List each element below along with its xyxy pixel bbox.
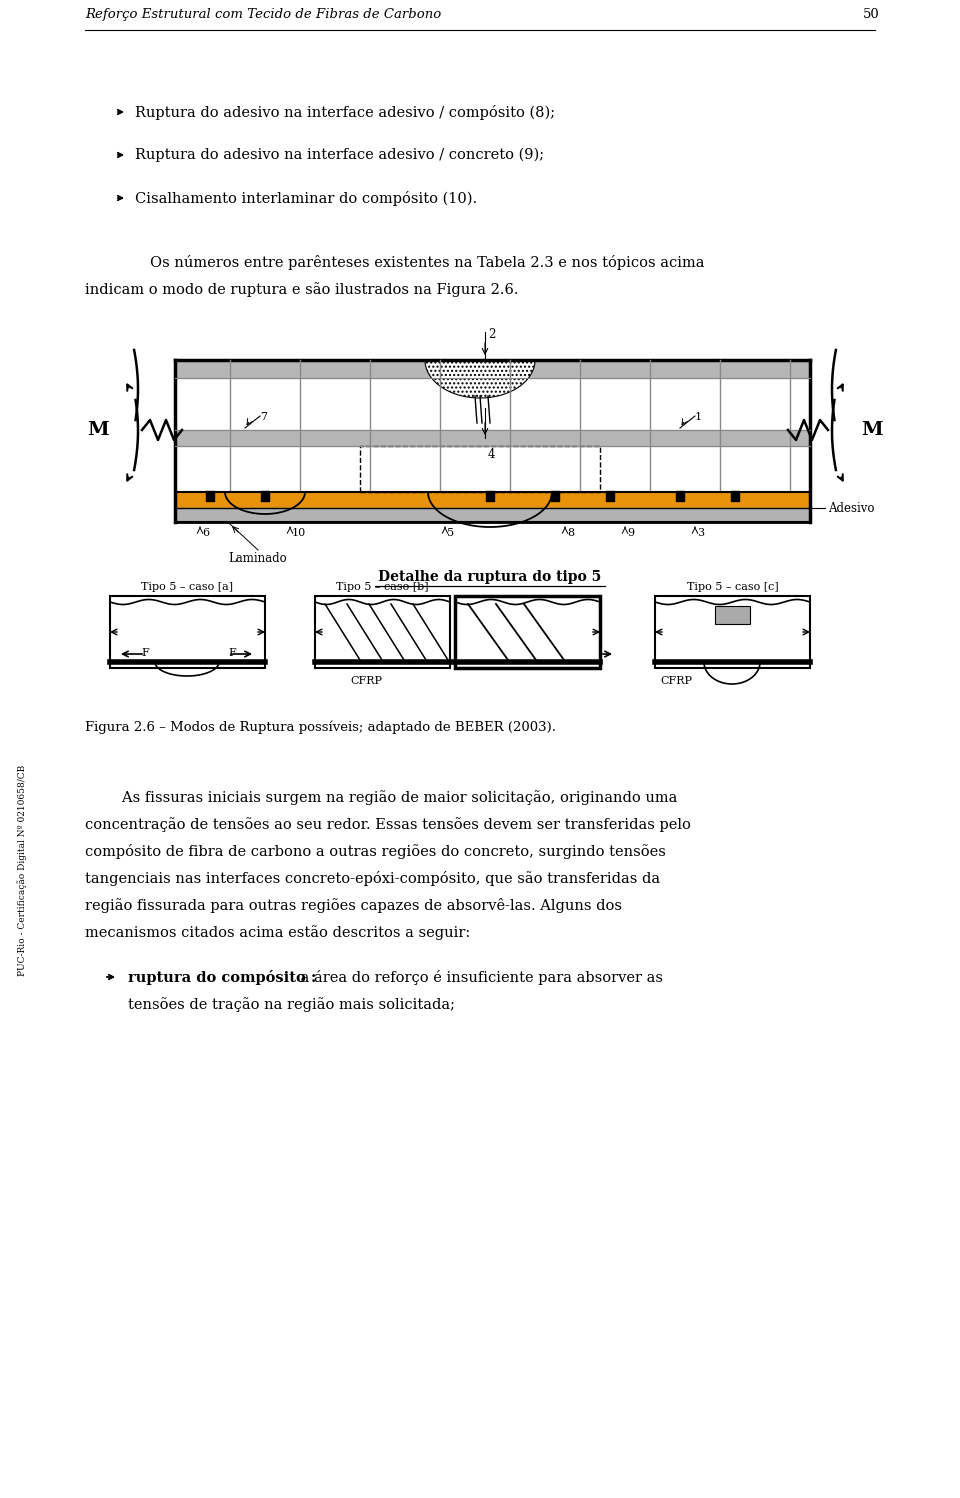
Text: Cisalhamento interlaminar do compósito (10).: Cisalhamento interlaminar do compósito (… — [135, 192, 477, 207]
Text: Detalhe da ruptura do tipo 5: Detalhe da ruptura do tipo 5 — [378, 571, 602, 584]
Bar — [715, 607, 750, 625]
Text: 7: 7 — [260, 412, 267, 422]
Text: 6: 6 — [202, 527, 209, 538]
Bar — [455, 596, 600, 668]
Text: F: F — [141, 649, 149, 658]
Bar — [315, 596, 450, 668]
Text: CFRP: CFRP — [350, 676, 382, 686]
Text: Reforço Estrutural com Tecido de Fibras de Carbono: Reforço Estrutural com Tecido de Fibras … — [85, 7, 442, 21]
Text: Laminado: Laminado — [228, 551, 287, 565]
Text: CFRP: CFRP — [660, 676, 692, 686]
Text: tangenciais nas interfaces concreto-epóxi-compósito, que são transferidas da: tangenciais nas interfaces concreto-epóx… — [85, 870, 660, 885]
Bar — [655, 596, 810, 668]
Text: 10: 10 — [292, 527, 306, 538]
Bar — [360, 446, 600, 491]
Text: a área do reforço é insuficiente para absorver as: a área do reforço é insuficiente para ab… — [296, 971, 663, 986]
Text: 5: 5 — [447, 527, 454, 538]
Text: M: M — [861, 421, 883, 439]
Text: Ruptura do adesivo na interface adesivo / compósito (8);: Ruptura do adesivo na interface adesivo … — [135, 105, 555, 120]
Text: 9: 9 — [627, 527, 635, 538]
Text: Tipo 5 – caso [c]: Tipo 5 – caso [c] — [686, 583, 779, 592]
Polygon shape — [425, 360, 535, 398]
Text: As fissuras iniciais surgem na região de maior solicitação, originando uma: As fissuras iniciais surgem na região de… — [85, 789, 678, 804]
Text: mecanismos citados acima estão descritos a seguir:: mecanismos citados acima estão descritos… — [85, 924, 470, 939]
Text: Ruptura do adesivo na interface adesivo / concreto (9);: Ruptura do adesivo na interface adesivo … — [135, 148, 544, 162]
Text: Figura 2.6 – Modos de Ruptura possíveis; adaptado de BEBER (2003).: Figura 2.6 – Modos de Ruptura possíveis;… — [85, 721, 556, 734]
Bar — [110, 596, 265, 668]
Text: indicam o modo de ruptura e são ilustrados na Figura 2.6.: indicam o modo de ruptura e são ilustrad… — [85, 282, 518, 297]
Text: F: F — [228, 649, 236, 658]
Text: 3: 3 — [697, 527, 704, 538]
Text: compósito de fibra de carbono a outras regiões do concreto, surgindo tensões: compósito de fibra de carbono a outras r… — [85, 843, 666, 858]
Text: 8: 8 — [567, 527, 574, 538]
Text: 4: 4 — [488, 448, 495, 461]
Text: Tipo 5 – caso [a]: Tipo 5 – caso [a] — [141, 583, 233, 592]
Text: M: M — [87, 421, 108, 439]
Text: Tipo 5 – caso [b]: Tipo 5 – caso [b] — [336, 583, 429, 592]
Text: 2: 2 — [488, 328, 495, 342]
Text: ruptura do compósito :: ruptura do compósito : — [128, 971, 317, 986]
Text: região fissurada para outras regiões capazes de absorvê-las. Alguns dos: região fissurada para outras regiões cap… — [85, 897, 622, 912]
Text: tensões de tração na região mais solicitada;: tensões de tração na região mais solicit… — [128, 998, 455, 1011]
Text: Adesivo: Adesivo — [828, 502, 875, 514]
Text: Os números entre parênteses existentes na Tabela 2.3 e nos tópicos acima: Os números entre parênteses existentes n… — [150, 255, 705, 270]
Text: 50: 50 — [863, 7, 880, 21]
Text: PUC-Rio - Certificação Digital Nº 0210658/CB: PUC-Rio - Certificação Digital Nº 021065… — [17, 764, 27, 975]
Text: 1: 1 — [695, 412, 702, 422]
Text: concentração de tensões ao seu redor. Essas tensões devem ser transferidas pelo: concentração de tensões ao seu redor. Es… — [85, 816, 691, 831]
